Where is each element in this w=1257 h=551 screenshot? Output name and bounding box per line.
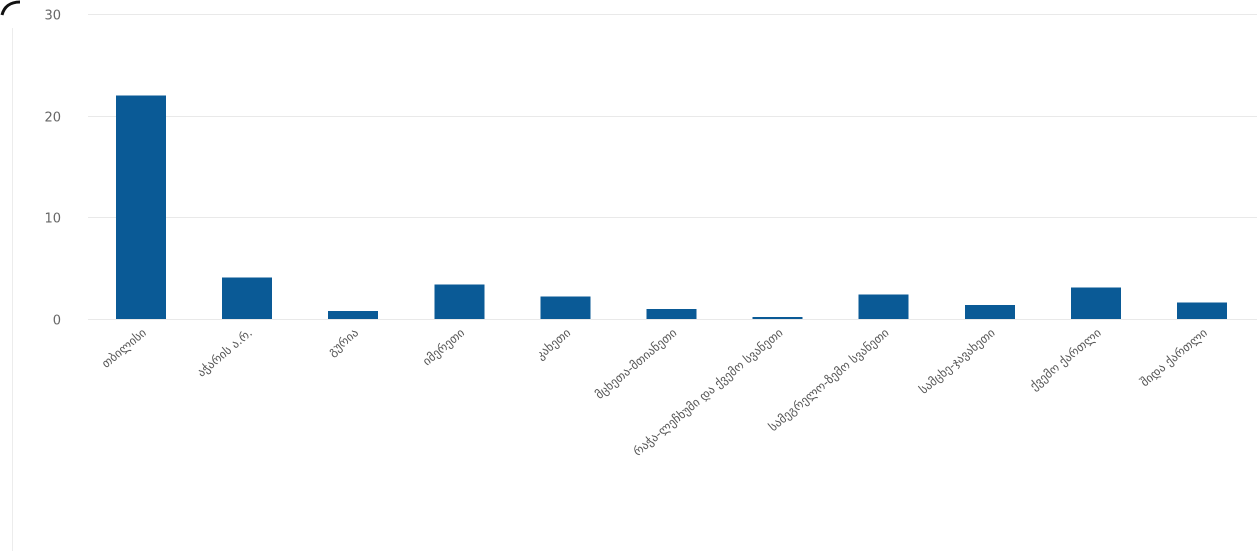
bar <box>540 296 591 319</box>
bar <box>752 317 803 319</box>
y-tick-label: 20 <box>44 111 61 126</box>
x-category-label: გურია <box>325 326 361 359</box>
bar <box>646 308 697 319</box>
bar <box>1177 302 1227 319</box>
x-category-label: იმერეთი <box>420 326 467 369</box>
bar <box>328 310 379 319</box>
bar <box>434 284 485 319</box>
y-tick-label: 30 <box>44 9 61 24</box>
corner-mark <box>0 0 21 16</box>
x-category-label: მცხეთა-მთიანეთი <box>592 326 679 402</box>
y-tick-label: 0 <box>53 314 61 329</box>
bar <box>116 95 166 319</box>
bar <box>858 294 909 319</box>
bar <box>1070 287 1121 319</box>
x-category-label: აჭარის ა.რ. <box>194 326 255 380</box>
x-category-label: თბილისი <box>99 326 149 371</box>
bar <box>222 277 273 319</box>
y-tick-label: 10 <box>44 212 61 227</box>
y-axis-tick-labels: 0 10 20 30 <box>44 9 61 329</box>
x-category-label: სამცხე-ჯავახეთი <box>917 326 998 397</box>
bar <box>964 304 1015 319</box>
x-category-label: ქვემო ქართლი <box>1027 326 1104 393</box>
gridlines <box>88 14 1257 320</box>
bars <box>116 95 1227 319</box>
x-category-label: კახეთი <box>533 326 573 363</box>
x-axis-category-labels: თბილისი აჭარის ა.რ. გურია იმერეთი კახეთი მცხე… <box>99 326 1210 459</box>
x-category-label: შიდა ქართლი <box>1138 326 1210 390</box>
x-category-label: სამეგრელო-ზემო სვანეთი <box>766 326 892 435</box>
